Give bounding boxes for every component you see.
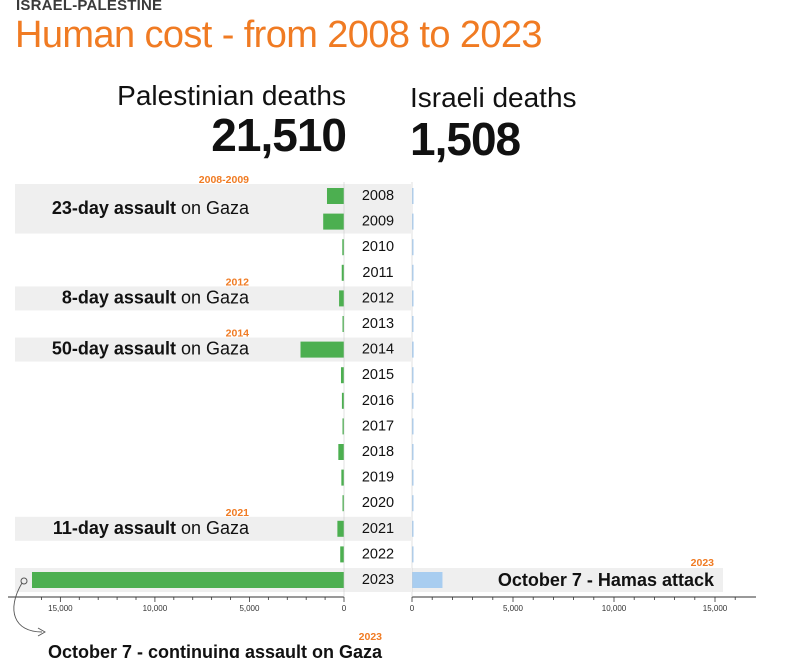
year-label-2012: 2012 [362, 290, 394, 306]
year-label-2008: 2008 [362, 188, 394, 204]
israeli-bar-2023 [412, 572, 443, 588]
year-label-2018: 2018 [362, 444, 394, 460]
gaza-callout-arrowhead [37, 627, 46, 637]
israeli-tick-label: 15,000 [703, 604, 728, 613]
palestinian-bar-2013 [342, 316, 344, 332]
israeli-bar-2010 [412, 239, 414, 256]
year-label-2014: 2014 [362, 342, 394, 358]
chart-title: Human cost - from 2008 to 2023 [15, 14, 543, 56]
israeli-bar-2013 [412, 316, 414, 332]
palestinian-tick-label: 10,000 [143, 604, 168, 613]
palestinian-tick-label: 5,000 [239, 604, 260, 613]
palestinian-bar-2010 [342, 239, 344, 256]
israeli-bar-2011 [412, 264, 414, 281]
year-label-2013: 2013 [362, 316, 394, 332]
gaza-2023-callout: October 7 - continuing assault on Gaza [48, 642, 383, 658]
palestinian-bar-2019 [341, 469, 344, 486]
palestinian-bar-2009 [323, 213, 344, 230]
palestinian-bar-2015 [340, 367, 344, 384]
assault-band [15, 516, 411, 541]
palestinian-bar-2014 [300, 341, 344, 358]
gaza-callout-pointer [13, 582, 43, 633]
israeli-bar-2015 [412, 367, 414, 384]
israel-2023-callout: October 7 - Hamas attack [498, 570, 715, 590]
palestinian-bar-2011 [341, 264, 344, 281]
palestinian-bar-2016 [341, 392, 344, 409]
palestinian-bar-2022 [340, 546, 344, 563]
palestinian-tick-label: 15,000 [48, 604, 73, 613]
israeli-tick-label: 10,000 [602, 604, 627, 613]
israel-2023-tag: 2023 [691, 557, 715, 569]
israeli-bar-2020 [412, 495, 414, 512]
israeli-total-value: 1,508 [410, 113, 521, 165]
israeli-bar-2018 [412, 444, 414, 460]
year-label-2023: 2023 [362, 572, 394, 588]
palestinian-bar-2017 [342, 418, 344, 435]
assault-label: 8-day assault on Gaza [62, 287, 250, 307]
assault-year-tag: 2008-2009 [199, 174, 249, 186]
palestinian-bar-2023 [32, 572, 344, 588]
assault-year-tag: 2014 [226, 328, 250, 340]
year-label-2017: 2017 [362, 418, 394, 434]
assault-band [15, 337, 411, 362]
palestinian-tick-label: 0 [342, 604, 347, 613]
year-label-2019: 2019 [362, 470, 394, 486]
year-label-2020: 2020 [362, 495, 394, 511]
year-label-2011: 2011 [362, 265, 393, 281]
year-label-2010: 2010 [362, 239, 394, 255]
assault-year-tag: 2021 [226, 507, 250, 519]
palestinian-bar-2008 [326, 188, 344, 204]
israeli-total-label: Israeli deaths [410, 82, 577, 113]
israeli-bar-2022 [412, 546, 414, 563]
gaza-2023-tag: 2023 [359, 631, 383, 643]
year-label-2022: 2022 [362, 546, 394, 562]
palestinian-total-value: 21,510 [211, 109, 347, 161]
year-label-2016: 2016 [362, 393, 394, 409]
israeli-bar-2017 [412, 418, 414, 435]
israeli-bar-2016 [412, 392, 414, 409]
israeli-bar-2012 [412, 290, 414, 307]
palestinian-bar-2020 [342, 495, 344, 512]
israeli-bar-2014 [412, 341, 414, 358]
gaza-callout-dot [20, 577, 28, 585]
israeli-bar-2009 [412, 213, 414, 230]
palestinian-bar-2012 [339, 290, 344, 307]
assault-band [15, 184, 411, 234]
israeli-tick-label: 0 [410, 604, 415, 613]
israeli-bar-2008 [412, 188, 414, 204]
assault-year-tag: 2012 [226, 276, 250, 288]
kicker: ISRAEL-PALESTINE [16, 0, 163, 14]
palestinian-bar-2021 [337, 520, 344, 537]
israeli-tick-label: 5,000 [503, 604, 524, 613]
assault-label: 23-day assault on Gaza [52, 198, 250, 218]
israeli-bar-2021 [412, 520, 414, 537]
israel-2023-band [412, 568, 723, 592]
assault-label: 11-day assault on Gaza [53, 518, 250, 538]
palestinian-total-label: Palestinian deaths [117, 80, 346, 111]
palestinian-bar-2018 [338, 444, 344, 460]
israeli-bar-2019 [412, 469, 414, 486]
year-label-2021: 2021 [362, 521, 394, 537]
assault-label: 50-day assault on Gaza [52, 339, 250, 359]
year-label-2015: 2015 [362, 367, 394, 383]
assault-band [15, 286, 411, 311]
year-label-2009: 2009 [362, 214, 394, 230]
